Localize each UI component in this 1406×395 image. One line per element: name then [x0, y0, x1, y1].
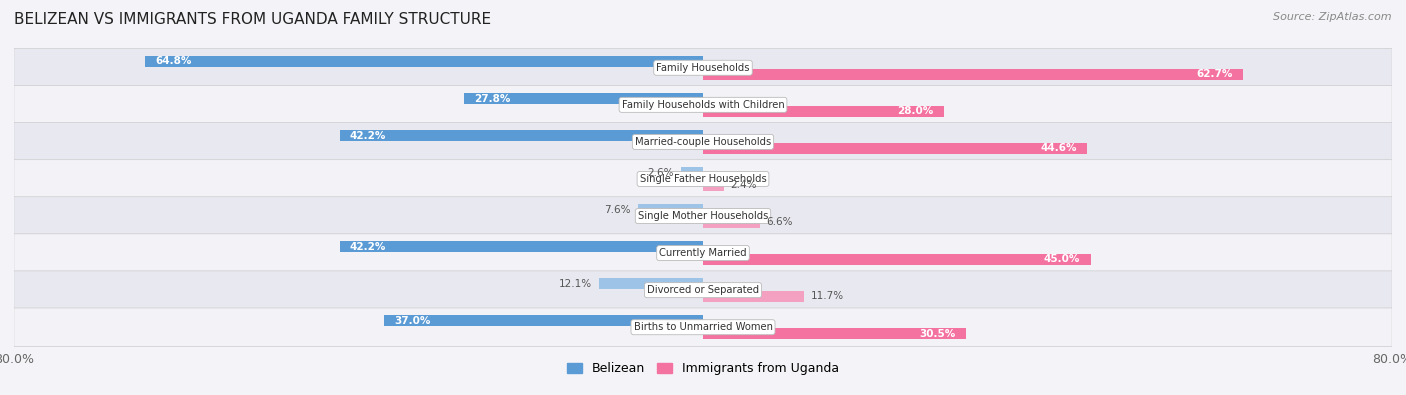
Text: Family Households with Children: Family Households with Children: [621, 100, 785, 110]
Bar: [703, 105, 945, 117]
Bar: [637, 204, 703, 215]
Bar: [703, 180, 724, 191]
Bar: [464, 93, 703, 104]
Text: 44.6%: 44.6%: [1040, 143, 1077, 153]
FancyBboxPatch shape: [14, 271, 1392, 309]
Text: 42.2%: 42.2%: [350, 242, 387, 252]
Text: 30.5%: 30.5%: [920, 329, 955, 339]
Bar: [703, 254, 1091, 265]
Bar: [340, 241, 703, 252]
Text: 2.6%: 2.6%: [647, 167, 673, 178]
FancyBboxPatch shape: [14, 234, 1392, 273]
Text: Married-couple Households: Married-couple Households: [636, 137, 770, 147]
Text: 28.0%: 28.0%: [897, 106, 934, 116]
FancyBboxPatch shape: [14, 122, 1392, 161]
Bar: [384, 315, 703, 327]
Bar: [703, 328, 966, 339]
Text: 42.2%: 42.2%: [350, 131, 387, 141]
Text: Source: ZipAtlas.com: Source: ZipAtlas.com: [1274, 12, 1392, 22]
Bar: [681, 167, 703, 178]
FancyBboxPatch shape: [14, 308, 1392, 346]
Text: 64.8%: 64.8%: [155, 56, 191, 66]
Text: Family Households: Family Households: [657, 63, 749, 73]
Text: BELIZEAN VS IMMIGRANTS FROM UGANDA FAMILY STRUCTURE: BELIZEAN VS IMMIGRANTS FROM UGANDA FAMIL…: [14, 12, 491, 27]
Text: 12.1%: 12.1%: [558, 279, 592, 289]
Bar: [703, 217, 759, 228]
Bar: [599, 278, 703, 290]
FancyBboxPatch shape: [14, 86, 1392, 124]
Text: Divorced or Separated: Divorced or Separated: [647, 285, 759, 295]
Text: 2.4%: 2.4%: [731, 180, 756, 190]
Text: Births to Unmarried Women: Births to Unmarried Women: [634, 322, 772, 332]
Text: 11.7%: 11.7%: [811, 292, 844, 301]
FancyBboxPatch shape: [14, 197, 1392, 235]
Bar: [703, 143, 1087, 154]
Text: Currently Married: Currently Married: [659, 248, 747, 258]
Text: 7.6%: 7.6%: [605, 205, 631, 215]
Bar: [703, 291, 804, 302]
FancyBboxPatch shape: [14, 49, 1392, 87]
Bar: [340, 130, 703, 141]
Text: 37.0%: 37.0%: [395, 316, 432, 326]
Text: 6.6%: 6.6%: [766, 217, 793, 228]
Text: 45.0%: 45.0%: [1043, 254, 1080, 264]
Legend: Belizean, Immigrants from Uganda: Belizean, Immigrants from Uganda: [561, 357, 845, 380]
Text: 62.7%: 62.7%: [1197, 69, 1233, 79]
Bar: [145, 56, 703, 67]
FancyBboxPatch shape: [14, 160, 1392, 198]
Text: Single Mother Households: Single Mother Households: [638, 211, 768, 221]
Text: 27.8%: 27.8%: [474, 94, 510, 103]
Bar: [703, 68, 1243, 80]
Text: Single Father Households: Single Father Households: [640, 174, 766, 184]
